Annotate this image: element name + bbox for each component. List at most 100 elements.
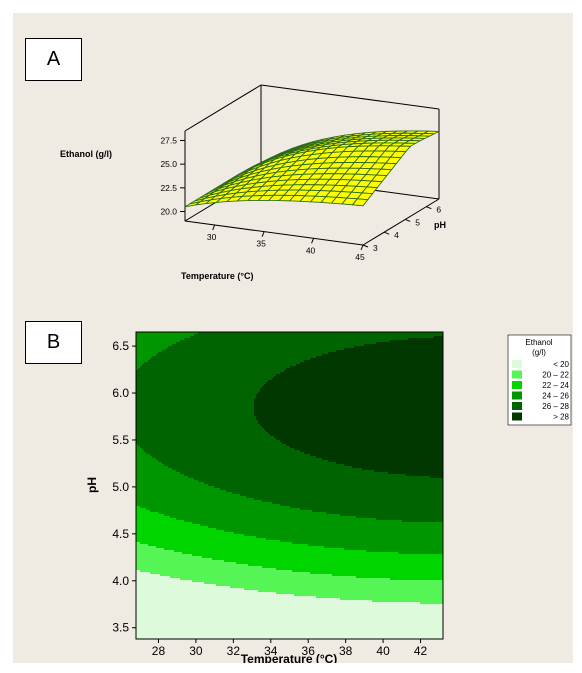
contour-cell [170,372,173,375]
contour-cell [294,340,297,343]
contour-cell [180,344,183,347]
contour-cell [334,390,337,393]
contour-cell [334,338,337,341]
contour-cell [414,338,417,341]
contour-cell [184,368,187,371]
contour-cell [138,332,141,335]
contour-cell [268,346,271,349]
contour-cell [340,344,343,347]
contour-cell [392,374,395,377]
contour-cell [310,374,313,377]
contour-cell [294,338,297,341]
contour-cell [426,380,429,383]
contour-cell [344,342,347,345]
contour-cell [434,332,437,335]
contour-cell [406,340,409,343]
contour-cell [176,376,179,379]
contour-cell [180,338,183,341]
contour-cell [402,386,405,389]
contour-cell [246,376,249,379]
contour-cell [434,368,437,371]
contour-cell [254,358,257,361]
contour-cell [404,344,407,347]
contour-cell [180,334,183,337]
contour-cell [182,370,185,373]
contour-cell [238,338,241,341]
contour-cell [202,352,205,355]
contour-cell [432,350,435,353]
contour-cell [170,334,173,337]
contour-cell [164,348,167,351]
contour-cell [412,348,415,351]
contour-cell [208,336,211,339]
contour-cell [366,346,369,349]
contour-cell [272,362,275,365]
contour-cell [160,346,163,349]
contour-cell [300,364,303,367]
contour-cell [280,362,283,365]
contour-cell [202,336,205,339]
contour-cell [328,350,331,353]
contour-cell [166,392,169,395]
contour-cell [240,340,243,343]
contour-cell [180,380,183,383]
contour-cell [176,362,179,365]
contour-cell [334,382,337,385]
contour-cell [198,388,201,391]
contour-cell [336,350,339,353]
contour-cell [306,362,309,365]
contour-cell [370,350,373,353]
contour-cell [402,360,405,363]
contour-cell [206,360,209,363]
contour-cell [348,332,351,335]
contour-cell [398,370,401,373]
contour-cell [360,378,363,381]
contour-cell [330,354,333,357]
contour-cell [438,370,441,373]
contour-cell [276,372,279,375]
contour-cell [202,344,205,347]
contour-cell [330,380,333,383]
contour-cell [378,380,381,383]
contour-cell [198,338,201,341]
contour-cell [350,386,353,389]
contour-cell [334,374,337,377]
contour-cell [342,370,345,373]
contour-cell [266,352,269,355]
contour-cell [240,378,243,381]
contour-cell [204,360,207,363]
contour-cell [366,378,369,381]
contour-cell [332,336,335,339]
contour-cell [238,334,241,337]
contour-cell [326,372,329,375]
contour-cell [404,346,407,349]
contour-cell [294,366,297,369]
contour-cell [412,378,415,381]
contour-cell [380,364,383,367]
contour-cell [378,384,381,387]
contour-cell [168,362,171,365]
contour-cell [260,332,263,335]
contour-cell [184,386,187,389]
contour-cell [388,370,391,373]
contour-cell [272,334,275,337]
contour-cell [316,390,319,393]
contour-cell [380,358,383,361]
contour-cell [150,366,153,369]
contour-cell [256,370,259,373]
contour-cell [186,340,189,343]
contour-cell [256,376,259,379]
contour-cell [384,346,387,349]
contour-cell [414,340,417,343]
contour-cell [326,344,329,347]
contour-cell [390,386,393,389]
contour-cell [242,392,245,395]
contour-cell [350,380,353,383]
contour-cell [372,362,375,365]
contour-cell [236,374,239,377]
contour-cell [306,336,309,339]
contour-cell [418,386,421,389]
contour-cell [234,360,237,363]
contour-cell [262,378,265,381]
contour-cell [182,340,185,343]
